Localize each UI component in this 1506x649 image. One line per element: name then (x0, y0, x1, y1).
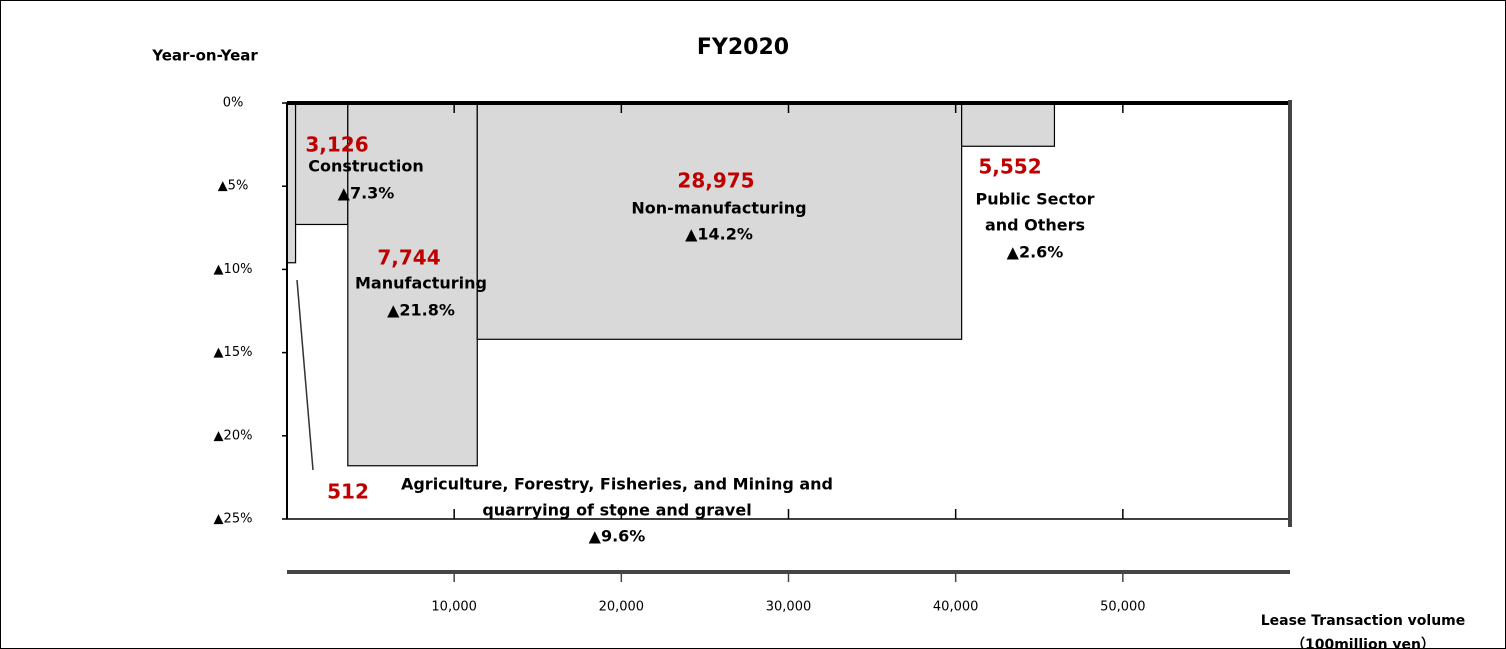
category-label: Construction (308, 157, 424, 176)
x-axis-title: （100million yen） (1291, 637, 1435, 649)
value-label: ▲7.3% (338, 184, 395, 203)
y-tick-label: ▲15% (214, 345, 253, 360)
width-label: 512 (327, 480, 369, 504)
category-label: Agriculture, Forestry, Fisheries, and Mi… (401, 475, 833, 494)
value-label: ▲21.8% (387, 301, 455, 320)
category-label: Public Sector (976, 190, 1095, 209)
bar (476, 102, 963, 340)
y-tick-label: ▲25% (214, 512, 253, 527)
x-tick-label: 10,000 (431, 600, 477, 615)
bar (294, 102, 349, 226)
bar (286, 102, 297, 264)
y-axis-title: Year-on-Year (151, 47, 258, 65)
category-label: and Others (985, 216, 1085, 235)
value-label: ▲14.2% (685, 225, 753, 244)
x-axis-title: Lease Transaction volume (1261, 613, 1466, 629)
width-label: 28,975 (677, 169, 754, 193)
value-label: ▲9.6% (589, 527, 646, 546)
y-tick-label: 0% (223, 96, 244, 111)
category-label: quarrying of stone and gravel (482, 501, 751, 520)
x-tick-label: 20,000 (599, 600, 645, 615)
x-tick-label: 30,000 (766, 600, 812, 615)
y-tick-label: ▲5% (218, 179, 249, 194)
value-label: ▲2.6% (1007, 243, 1064, 262)
bar (961, 102, 1056, 147)
width-label: 7,744 (377, 246, 440, 270)
x-tick-label: 40,000 (933, 600, 979, 615)
y-tick-label: ▲10% (214, 262, 253, 277)
category-label: Non-manufacturing (631, 199, 806, 218)
chart-title: FY2020 (697, 35, 789, 60)
width-label: 5,552 (978, 155, 1041, 179)
width-label: 3,126 (305, 133, 368, 157)
y-tick-label: ▲20% (214, 428, 253, 443)
category-label: Manufacturing (355, 274, 487, 293)
leader-line (296, 279, 314, 471)
x-tick-label: 50,000 (1100, 600, 1146, 615)
